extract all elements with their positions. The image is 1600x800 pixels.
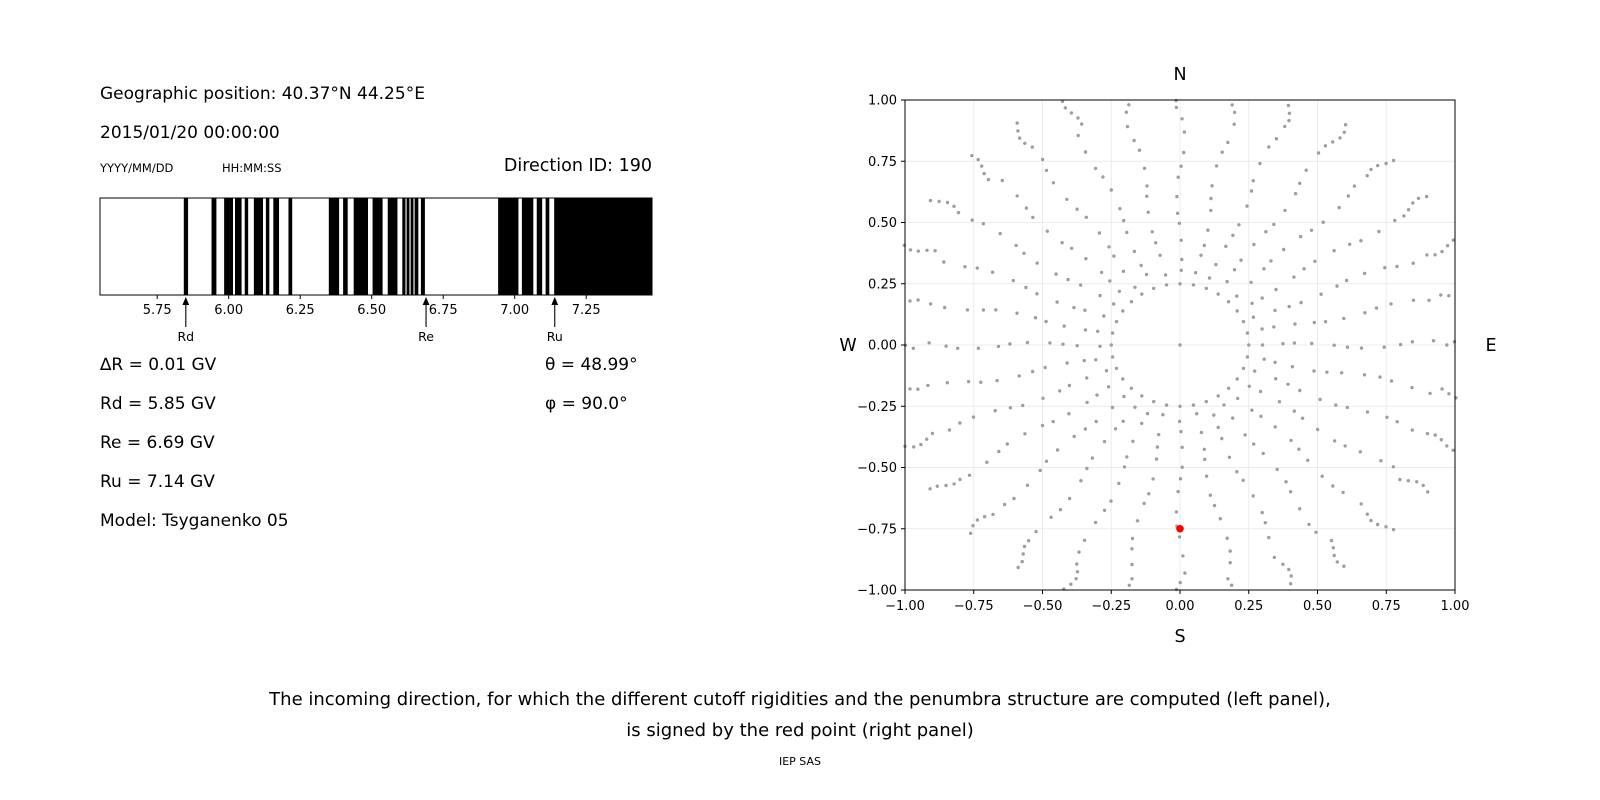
- caption-line-1: The incoming direction, for which the di…: [269, 689, 1331, 710]
- delta-r-value: ∆R = 0.01 GV: [100, 355, 217, 375]
- svg-text:Re: Re: [418, 329, 434, 344]
- svg-text:0.25: 0.25: [1234, 599, 1263, 614]
- theta-value: θ = 48.99°: [545, 355, 638, 375]
- svg-text:0.75: 0.75: [868, 155, 897, 170]
- rd-value: Rd = 5.85 GV: [100, 394, 216, 414]
- svg-text:0.00: 0.00: [1166, 599, 1195, 614]
- svg-text:5.75: 5.75: [143, 303, 172, 318]
- svg-text:−1.00: −1.00: [857, 584, 897, 599]
- re-value: Re = 6.69 GV: [100, 433, 215, 453]
- svg-text:−1.00: −1.00: [885, 599, 925, 614]
- compass-labels: N S W E: [839, 65, 1496, 647]
- svg-text:6.00: 6.00: [214, 303, 243, 318]
- svg-text:0.75: 0.75: [1372, 599, 1401, 614]
- svg-text:−0.25: −0.25: [857, 400, 897, 415]
- svg-text:−0.75: −0.75: [954, 599, 994, 614]
- sky-map-ticks: −1.00 −0.75 −0.50 −0.25 0.00 0.25 0.50 0.75 1.00…: [857, 94, 1469, 615]
- caption-line-2: is signed by the red point (right panel): [626, 720, 974, 741]
- penumbra-x-ticks: 5.75 6.00 6.25 6.50 6.75 7.00 7.25: [143, 295, 601, 318]
- model-label: Model: Tsyganenko 05: [100, 511, 289, 531]
- svg-text:7.00: 7.00: [500, 303, 529, 318]
- time-format-label: HH:MM:SS: [222, 161, 282, 175]
- penumbra-frame: [99, 197, 653, 296]
- svg-text:Rd: Rd: [177, 329, 194, 344]
- sky-map-plot: −1.00 −0.75 −0.50 −0.25 0.00 0.25 0.50 0.75 1.00…: [839, 65, 1496, 647]
- svg-text:6.75: 6.75: [429, 303, 458, 318]
- svg-text:−0.25: −0.25: [1091, 599, 1131, 614]
- svg-text:0.25: 0.25: [868, 277, 897, 292]
- compass-north-label: N: [1173, 65, 1186, 85]
- penumbra-rigidity-markers: Rd Re Ru: [177, 297, 563, 344]
- ru-value: Ru = 7.14 GV: [100, 472, 215, 492]
- direction-id-label: Direction ID: 190: [503, 156, 652, 176]
- svg-text:7.25: 7.25: [572, 303, 601, 318]
- geographic-position-text: Geographic position: 40.37°N 44.25°E: [100, 84, 425, 104]
- compass-south-label: S: [1174, 627, 1185, 647]
- svg-text:1.00: 1.00: [1441, 599, 1470, 614]
- svg-text:−0.75: −0.75: [857, 522, 897, 537]
- compass-east-label: E: [1485, 336, 1496, 356]
- credit-label: IEP SAS: [778, 755, 822, 768]
- penumbra-plot: 5.75 6.00 6.25 6.50 6.75 7.00 7.25 Rd Re Ru: [99, 197, 653, 344]
- svg-text:Ru: Ru: [547, 329, 563, 344]
- selected-direction-red-point: [1176, 524, 1184, 533]
- svg-text:0.00: 0.00: [868, 339, 897, 354]
- svg-text:6.25: 6.25: [286, 303, 315, 318]
- datetime-text: 2015/01/20 00:00:00: [100, 123, 280, 143]
- svg-text:1.00: 1.00: [868, 94, 897, 109]
- svg-text:0.50: 0.50: [1303, 599, 1332, 614]
- svg-text:6.50: 6.50: [357, 303, 386, 318]
- compass-west-label: W: [839, 336, 856, 356]
- svg-text:−0.50: −0.50: [1023, 599, 1063, 614]
- svg-text:−0.50: −0.50: [857, 461, 897, 476]
- penumbra-forbidden-bands: [183, 198, 652, 295]
- svg-text:0.50: 0.50: [868, 216, 897, 231]
- date-format-label: YYYY/MM/DD: [100, 161, 174, 175]
- phi-value: φ = 90.0°: [545, 394, 628, 414]
